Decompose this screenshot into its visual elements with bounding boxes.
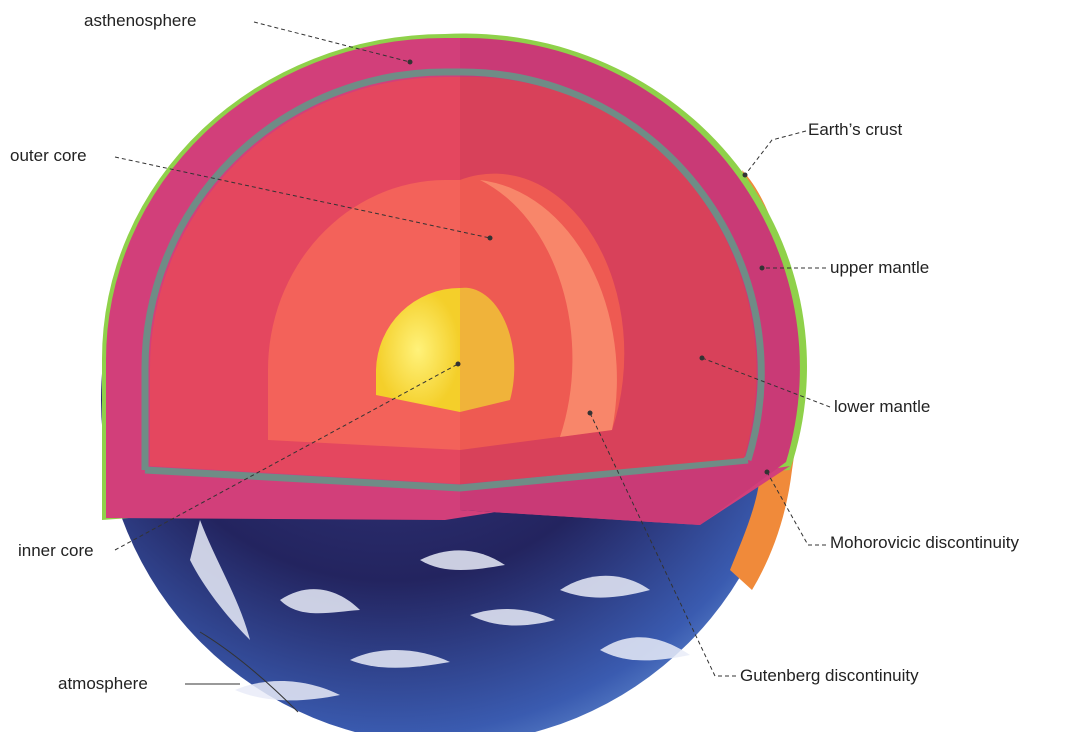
asthenosphere-band-bottom [144, 456, 749, 492]
label-outer-core: outer core [10, 146, 87, 165]
inner-core-slice [460, 287, 515, 412]
label-mohorovicic-discontinuity: Mohorovicic discontinuity [830, 533, 1019, 552]
atmosphere-clouds [190, 220, 784, 701]
label-lower-mantle: lower mantle [834, 397, 931, 416]
label-gutenberg-discontinuity: Gutenberg discontinuity [740, 666, 919, 685]
outer-core-slice [480, 180, 617, 437]
label-upper-mantle: upper mantle [830, 258, 930, 277]
asthenosphere-band [141, 68, 765, 470]
leader-lines [114, 21, 831, 713]
label-inner-core: inner core [18, 541, 94, 560]
label-atmosphere: atmosphere [58, 674, 148, 693]
inner-core [376, 288, 460, 412]
label-earths-crust: Earth’s crust [808, 120, 903, 139]
label-asthenosphere: asthenosphere [84, 11, 197, 30]
